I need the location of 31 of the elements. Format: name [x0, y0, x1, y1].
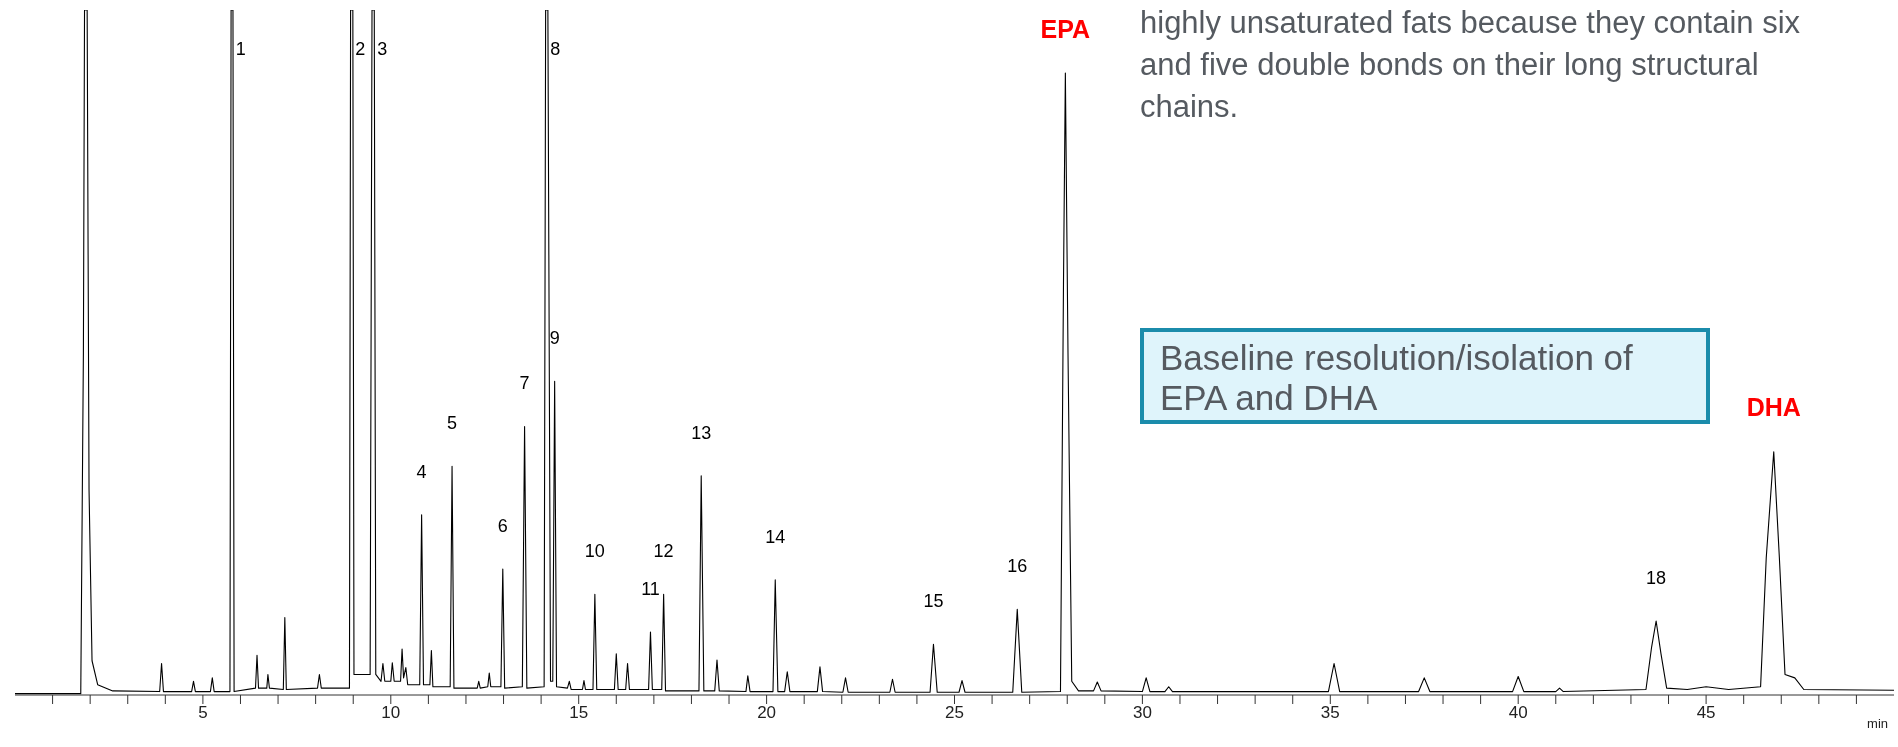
annotation: Baseline resolution/isolation of EPA and DHA	[1140, 328, 1710, 424]
x-tick-label: 45	[1696, 703, 1716, 723]
x-tick-label: 30	[1132, 703, 1152, 723]
annotation: DHA	[1746, 393, 1801, 422]
annotation: 10	[584, 541, 605, 562]
annotation: 3	[377, 38, 388, 59]
annotation: 14	[765, 526, 786, 547]
annotation: 12	[653, 541, 674, 562]
annotation: 16	[1007, 556, 1028, 577]
x-tick-label: 40	[1508, 703, 1528, 723]
annotation: EPA	[1040, 14, 1091, 43]
x-tick-label: 35	[1320, 703, 1340, 723]
x-tick-label: 5	[198, 703, 208, 723]
x-axis-title: min	[1867, 716, 1888, 731]
annotation: 4	[416, 461, 427, 482]
x-tick-label: 10	[381, 703, 401, 723]
annotation: highly unsaturated fats because they contain six and five double bonds on their long structural chains.	[1140, 4, 1802, 126]
annotation: 11	[641, 578, 660, 599]
annotation: 9	[549, 328, 560, 349]
annotation: 1	[235, 38, 246, 59]
annotation: 18	[1646, 567, 1667, 588]
annotation: 15	[923, 591, 944, 612]
x-tick-label: 20	[757, 703, 777, 723]
annotation: 8	[550, 38, 561, 59]
annotation: 2	[355, 38, 366, 59]
x-tick-label: 15	[569, 703, 589, 723]
annotation: 13	[691, 422, 712, 443]
annotation: 5	[447, 412, 458, 433]
annotation: 7	[519, 373, 530, 394]
annotation: 6	[497, 515, 508, 536]
x-tick-label: 25	[945, 703, 964, 723]
